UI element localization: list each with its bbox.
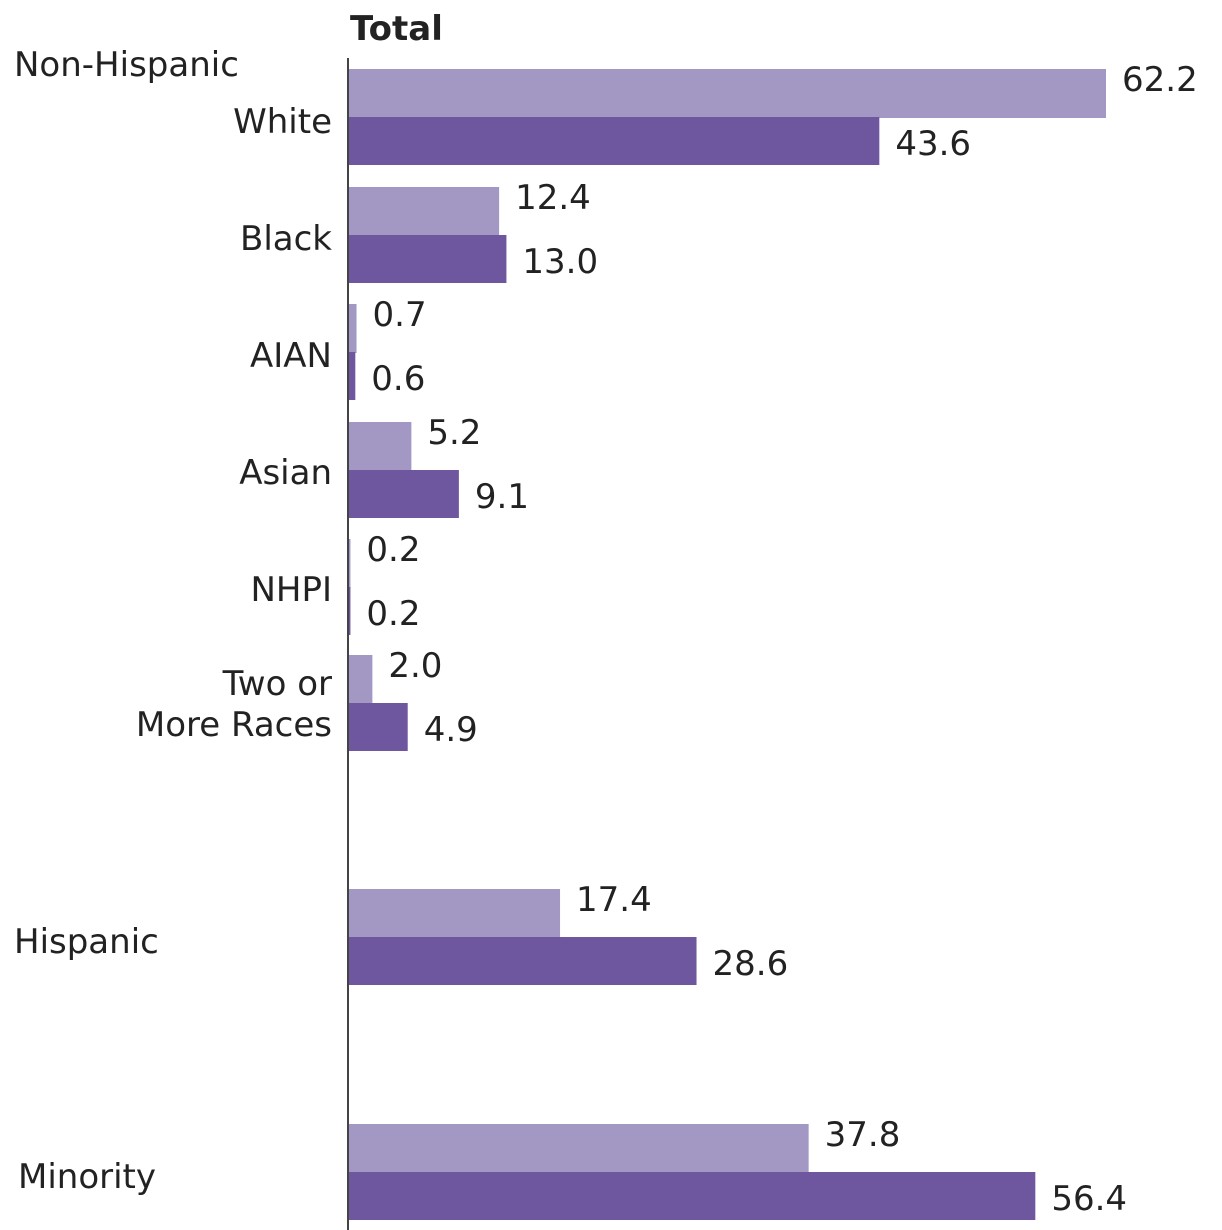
value-label-aian-series-1: 0.7: [373, 295, 427, 335]
category-label-black: Black: [240, 219, 332, 259]
bar-minority-series-2: [348, 1172, 1036, 1220]
labels-layer: 62.2 43.6 White 12.4 13.0 Black 0.7 0.6 AIAN 5.2 9…: [14, 60, 1198, 1219]
category-label-nhpi: NHPI: [250, 570, 332, 610]
value-label-two-or-more-races-series-2: 4.9: [424, 710, 478, 750]
bar-asian-series-2: [348, 470, 459, 518]
bar-hispanic-series-1: [348, 889, 561, 938]
value-label-aian-series-2: 0.6: [371, 359, 425, 399]
bars-layer: [348, 69, 1106, 1220]
value-label-white-series-1: 62.2: [1122, 60, 1198, 100]
value-label-nhpi-series-1: 0.2: [366, 530, 420, 570]
value-label-asian-series-2: 9.1: [475, 477, 529, 517]
category-label-minority: Minority: [18, 1157, 156, 1197]
bar-two-or-more-races-series-2: [348, 703, 408, 751]
value-label-minority-series-2: 56.4: [1051, 1179, 1127, 1219]
category-label-two-or-more-races-line-2: More Races: [136, 705, 332, 745]
bar-hispanic-series-2: [348, 937, 697, 985]
group-label-non-hispanic: Non-Hispanic: [14, 45, 239, 85]
bar-nhpi-series-2: [348, 587, 351, 635]
category-label-hispanic: Hispanic: [14, 922, 159, 962]
value-label-black-series-1: 12.4: [515, 178, 591, 218]
value-label-asian-series-1: 5.2: [427, 413, 481, 453]
bar-two-or-more-races-series-1: [348, 655, 373, 704]
bar-aian-series-2: [348, 352, 356, 400]
category-label-white: White: [233, 102, 332, 142]
value-label-minority-series-1: 37.8: [825, 1115, 901, 1155]
bar-black-series-2: [348, 235, 507, 283]
value-label-nhpi-series-2: 0.2: [366, 594, 420, 634]
chart-title: Total: [350, 9, 443, 49]
bar-asian-series-1: [348, 422, 412, 471]
value-label-white-series-2: 43.6: [895, 124, 971, 164]
value-label-two-or-more-races-series-1: 2.0: [388, 646, 442, 686]
bar-black-series-1: [348, 187, 500, 236]
bar-aian-series-1: [348, 304, 357, 353]
category-label-asian: Asian: [239, 453, 332, 493]
value-label-hispanic-series-2: 28.6: [713, 944, 789, 984]
category-label-two-or-more-races-line-1: Two or: [222, 664, 332, 704]
bar-nhpi-series-1: [348, 539, 351, 588]
value-label-hispanic-series-1: 17.4: [576, 880, 652, 920]
category-label-aian: AIAN: [250, 336, 332, 376]
bar-minority-series-1: [348, 1124, 809, 1173]
bar-white-series-1: [348, 69, 1106, 118]
value-label-black-series-2: 13.0: [522, 242, 598, 282]
bar-white-series-2: [348, 117, 880, 165]
